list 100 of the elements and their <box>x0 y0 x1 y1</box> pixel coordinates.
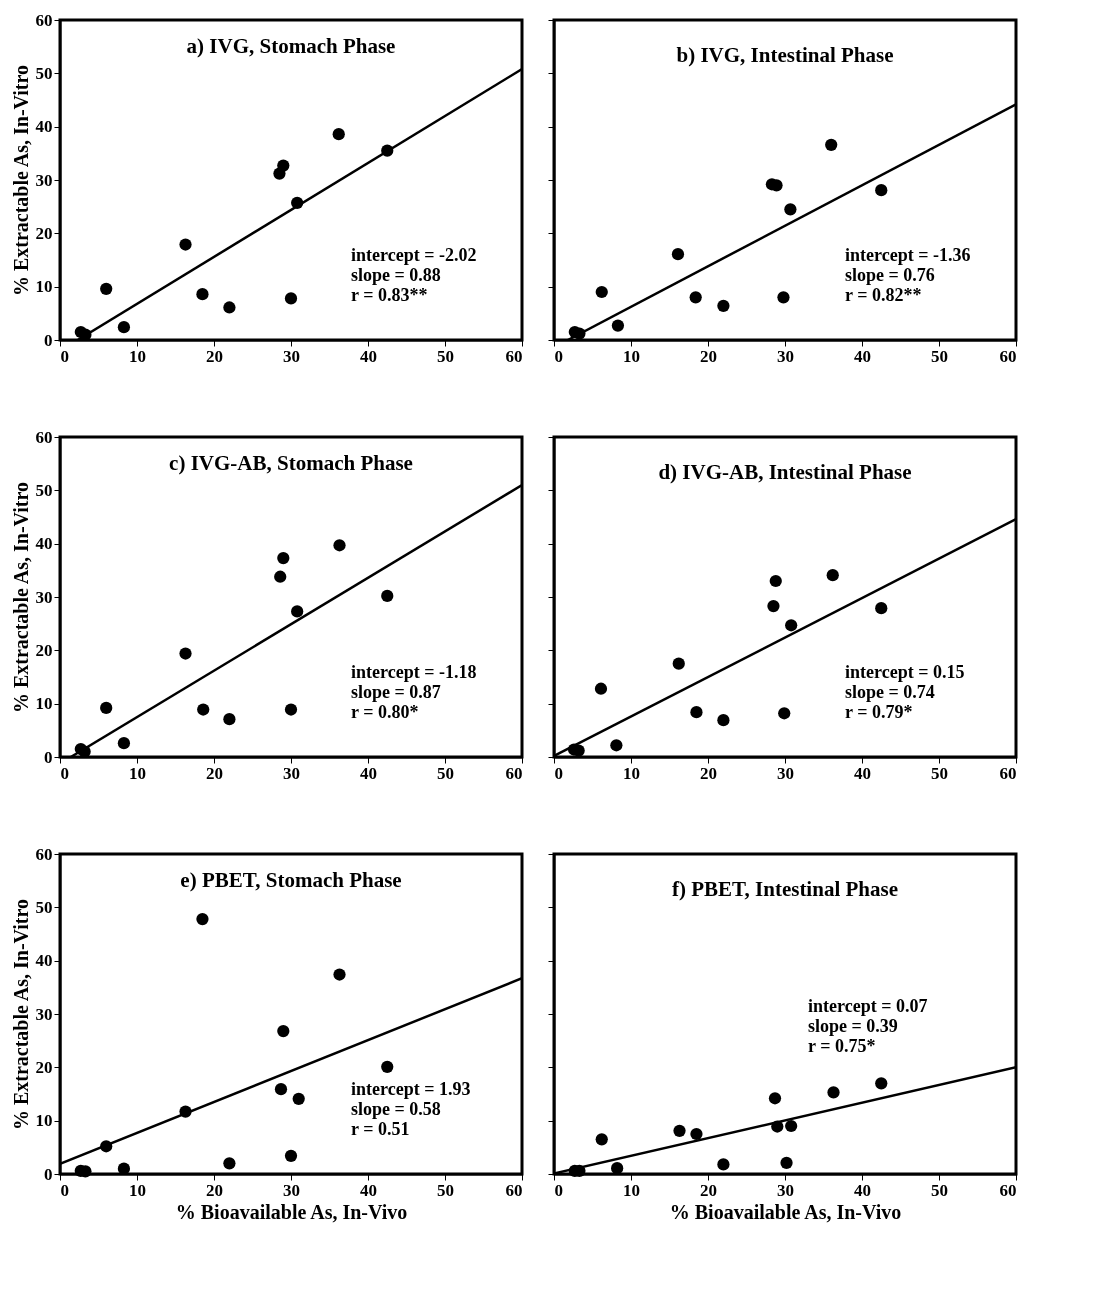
y-tick-label: 10 <box>35 277 53 297</box>
annotation: intercept = 1.93 <box>351 1079 471 1100</box>
annotation: intercept = -1.36 <box>845 245 971 266</box>
x-tick-label: 50 <box>437 763 454 783</box>
x-tick-label: 0 <box>60 346 69 366</box>
text: f) PBET, Intestinal Phase <box>672 876 898 901</box>
text: e) PBET, Stomach Phase <box>180 868 402 892</box>
annotation: slope = 0.39 <box>808 1016 898 1036</box>
point <box>277 1024 290 1038</box>
point <box>717 714 730 727</box>
x-tick-label: 60 <box>999 1180 1017 1200</box>
y-tick-label: 40 <box>35 951 53 971</box>
point <box>671 248 685 261</box>
y-tick-label: 10 <box>35 1111 53 1131</box>
y-tick-label: 50 <box>35 63 53 83</box>
point <box>223 301 236 314</box>
x-tick-label: 50 <box>437 1180 454 1200</box>
point <box>672 657 685 670</box>
point <box>277 159 290 172</box>
point <box>875 184 888 197</box>
annotation: slope = 0.74 <box>845 682 935 703</box>
y-tick-label: 0 <box>44 747 53 767</box>
point <box>381 589 394 603</box>
point <box>875 602 888 615</box>
point <box>284 292 298 305</box>
x-tick-label: 30 <box>283 1180 300 1200</box>
annotation: slope = 0.76 <box>845 265 935 286</box>
y-tick-label: 30 <box>35 1004 53 1024</box>
annotation: r = 0.80* <box>351 702 419 723</box>
x-tick-label: 40 <box>854 346 871 366</box>
x-axis-title: % Bioavailable As, In-Vivo <box>669 1200 902 1223</box>
point <box>827 1086 840 1099</box>
x-tick-label: 50 <box>437 346 454 366</box>
point <box>196 288 209 301</box>
point <box>284 703 298 716</box>
point <box>274 570 287 583</box>
x-tick-label: 40 <box>360 346 377 366</box>
x-tick-label: 60 <box>505 346 523 366</box>
x-tick-label: 40 <box>854 1180 871 1200</box>
x-tick-label: 30 <box>283 763 300 783</box>
annotation: intercept = 0.07 <box>808 996 928 1016</box>
point <box>223 1157 236 1170</box>
text: a) IVG, Stomach Phase <box>186 34 396 58</box>
point <box>274 1083 288 1096</box>
x-tick-label: 40 <box>360 1180 377 1200</box>
point <box>825 138 838 151</box>
point <box>277 551 290 565</box>
point <box>196 912 209 926</box>
x-tick-label: 50 <box>931 1180 948 1200</box>
point <box>595 285 608 299</box>
y-tick-label: 20 <box>35 223 53 243</box>
x-tick-label: 0 <box>554 1180 563 1200</box>
point <box>780 1156 793 1169</box>
x-tick-label: 20 <box>206 346 223 366</box>
annotation: r = 0.79* <box>845 702 913 723</box>
point <box>785 619 798 632</box>
y-tick-label: 60 <box>35 10 53 30</box>
point <box>117 737 131 750</box>
y-tick-label: 60 <box>35 427 53 447</box>
y-tick-label: 20 <box>35 1057 53 1077</box>
point <box>100 282 113 295</box>
x-tick-label: 10 <box>623 1180 640 1200</box>
annotation: intercept = 0.15 <box>845 662 965 683</box>
point <box>291 605 304 618</box>
point <box>610 739 623 752</box>
point <box>717 1158 730 1171</box>
y-tick-label: 40 <box>35 117 53 137</box>
x-tick-label: 10 <box>129 1180 146 1200</box>
x-tick-label: 0 <box>554 763 563 783</box>
text: b) IVG, Intestinal Phase <box>676 42 894 67</box>
point <box>100 701 113 715</box>
point <box>284 1149 298 1162</box>
point <box>595 1133 608 1146</box>
x-tick-label: 20 <box>700 763 717 783</box>
x-tick-label: 60 <box>999 763 1017 783</box>
point <box>768 1092 782 1105</box>
point <box>179 238 192 251</box>
y-tick-label: 50 <box>35 480 53 500</box>
point <box>333 539 346 552</box>
annotation: slope = 0.88 <box>351 265 441 286</box>
annotation: slope = 0.87 <box>351 682 441 703</box>
point <box>690 1127 703 1141</box>
y-tick-label: 30 <box>35 587 53 607</box>
x-tick-label: 30 <box>777 763 794 783</box>
point <box>611 319 625 332</box>
y-tick-label: 30 <box>35 170 53 190</box>
point <box>689 291 702 304</box>
point <box>117 321 131 334</box>
y-tick-label: 40 <box>35 534 53 554</box>
y-tick-label: 0 <box>44 330 53 350</box>
point <box>117 1162 131 1175</box>
y-tick-label: 20 <box>35 640 53 660</box>
x-tick-label: 30 <box>777 1180 794 1200</box>
point <box>594 682 608 695</box>
y-tick-label: 60 <box>35 844 53 864</box>
x-tick-label: 50 <box>931 763 948 783</box>
annotation: slope = 0.58 <box>351 1099 441 1120</box>
x-tick-label: 50 <box>931 346 948 366</box>
text: c) IVG-AB, Stomach Phase <box>169 451 413 475</box>
annotation: r = 0.82** <box>845 285 922 306</box>
